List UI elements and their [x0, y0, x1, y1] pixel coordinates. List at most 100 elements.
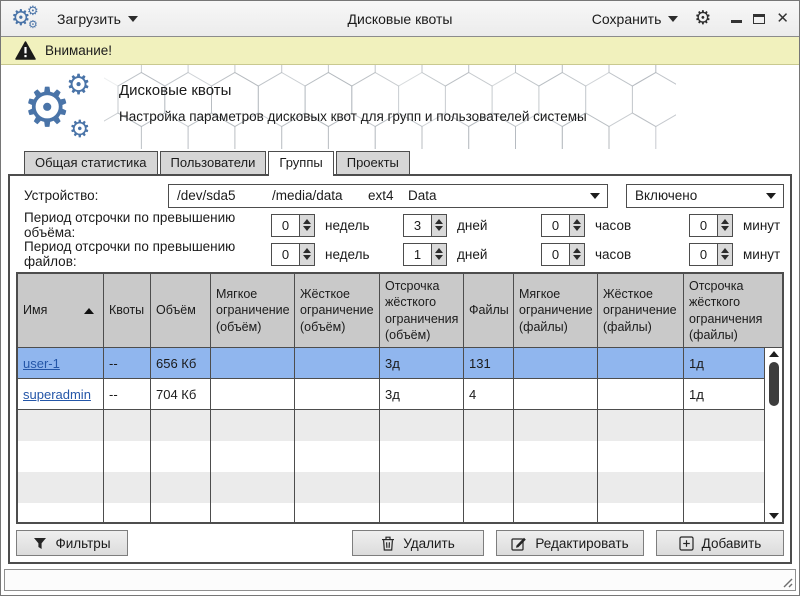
volume-hours-value[interactable]: 0 [542, 214, 569, 236]
column-header-grace-files[interactable]: Отсрочка жёсткого ограничения (файлы) [689, 279, 763, 342]
edit-button[interactable]: Редактировать [496, 530, 644, 556]
days-unit-label: дней [457, 246, 488, 262]
filters-button[interactable]: Фильтры [16, 530, 128, 556]
cell-grace-files: 1д [689, 355, 704, 371]
files-days-value[interactable]: 1 [404, 243, 431, 265]
cell-volume: 704 Кб [151, 379, 211, 409]
grace-files-row: Период отсрочки по превышению файлов: 0 … [16, 239, 784, 269]
warning-text: Внимание! [45, 43, 113, 58]
volume-days-value[interactable]: 3 [404, 214, 431, 236]
stepper-arrows[interactable] [569, 214, 584, 236]
cell-grace-volume: 3д [380, 379, 464, 409]
row-name-link[interactable]: superadmin [23, 386, 91, 402]
column-header-grace-volume[interactable]: Отсрочка жёсткого ограничения (объём) [380, 274, 464, 347]
files-weeks-value[interactable]: 0 [272, 243, 299, 265]
volume-weeks-value[interactable]: 0 [272, 214, 299, 236]
cell-soft-files [514, 379, 598, 409]
stepper-arrows[interactable] [431, 214, 446, 236]
chevron-down-icon [668, 15, 679, 22]
weeks-unit-label: недель [325, 217, 370, 233]
column-header-files[interactable]: Файлы [464, 274, 514, 347]
tab-users[interactable]: Пользователи [159, 151, 267, 174]
title-bar: ⚙ ⚙ ⚙ Загрузить Дисковые квоты Сохранить… [1, 1, 799, 37]
gear-icon: ⚙ [69, 115, 91, 143]
gear-icon: ⚙ [27, 3, 39, 19]
page-header: ⚙ ⚙ ⚙ Дисковые квоты Настройка параметро… [1, 65, 799, 149]
weeks-unit-label: недель [325, 246, 370, 262]
column-header-quotas[interactable]: Квоты [104, 274, 151, 347]
action-bar: Фильтры Удалить Редактировать [16, 530, 784, 556]
cell-hard-files [598, 379, 684, 409]
table-row[interactable]: user-1 -- 656 Кб 3д 131 1д [18, 348, 764, 379]
tab-projects[interactable]: Проекты [335, 151, 410, 174]
column-header-hard-volume[interactable]: Жёсткое ограничение (объём) [295, 274, 380, 347]
scrollbar-thumb[interactable] [768, 362, 779, 406]
delete-label: Удалить [403, 535, 455, 551]
close-button[interactable]: ✕ [776, 10, 789, 27]
cell-volume: 656 Кб [151, 348, 211, 378]
files-hours-value[interactable]: 0 [542, 243, 569, 265]
cell-grace-volume: 3д [380, 348, 464, 378]
groups-panel: Устройство: /dev/sda5 /media/data ext4 D… [8, 174, 792, 564]
column-header-hard-files[interactable]: Жёсткое ограничение (файлы) [598, 274, 684, 347]
load-menu-button[interactable]: Загрузить [57, 11, 138, 27]
warning-triangle-icon [15, 41, 36, 60]
tab-groups[interactable]: Группы [268, 151, 334, 176]
stepper-arrows[interactable] [299, 214, 314, 236]
files-hours-stepper[interactable]: 0 [541, 242, 585, 266]
save-menu-button[interactable]: Сохранить [592, 11, 679, 27]
resize-grip[interactable] [780, 575, 793, 588]
files-minutes-stepper[interactable]: 0 [689, 242, 733, 266]
minimize-button[interactable] [731, 20, 743, 23]
stepper-arrows[interactable] [431, 243, 446, 265]
stepper-arrows[interactable] [717, 243, 732, 265]
device-name: Data [408, 188, 437, 203]
days-unit-label: дней [457, 217, 488, 233]
column-header-soft-volume[interactable]: Мягкое ограничение (объём) [211, 274, 295, 347]
add-button[interactable]: Добавить [656, 530, 784, 556]
sort-asc-icon [84, 307, 94, 314]
settings-gear-icon[interactable]: ⚙ [694, 7, 712, 29]
scroll-down-icon[interactable] [768, 513, 779, 519]
stepper-arrows[interactable] [569, 243, 584, 265]
cell-soft-volume [211, 348, 295, 378]
empty-row [18, 472, 764, 503]
edit-icon [511, 537, 527, 551]
gear-icon: ⚙ [23, 76, 72, 139]
column-header-soft-files[interactable]: Мягкое ограничение (файлы) [514, 274, 598, 347]
quota-table: Имя Квоты Объём Мягкое ограничение (объё… [16, 272, 784, 524]
volume-minutes-value[interactable]: 0 [690, 214, 717, 236]
load-menu-label: Загрузить [57, 10, 121, 27]
column-header-name[interactable]: Имя [18, 274, 104, 347]
files-weeks-stepper[interactable]: 0 [271, 242, 315, 266]
device-mount: /media/data [272, 188, 343, 203]
volume-days-stepper[interactable]: 3 [403, 213, 447, 237]
maximize-button[interactable] [753, 13, 766, 24]
trash-icon [382, 536, 395, 551]
device-select[interactable]: /dev/sda5 /media/data ext4 Data [168, 183, 608, 208]
table-row[interactable]: superadmin -- 704 Кб 3д 4 1д [18, 379, 764, 410]
vertical-scrollbar[interactable] [764, 348, 782, 522]
chevron-down-icon [127, 15, 138, 22]
column-header-volume[interactable]: Объём [151, 274, 211, 347]
volume-hours-stepper[interactable]: 0 [541, 213, 585, 237]
empty-row [18, 503, 764, 522]
tab-general-stats[interactable]: Общая статистика [24, 151, 158, 174]
stepper-arrows[interactable] [717, 214, 732, 236]
delete-button[interactable]: Удалить [352, 530, 484, 556]
tab-bar: Общая статистика Пользователи Группы Про… [1, 149, 799, 176]
files-minutes-value[interactable]: 0 [690, 243, 717, 265]
volume-minutes-stepper[interactable]: 0 [689, 213, 733, 237]
stepper-arrows[interactable] [299, 243, 314, 265]
status-select[interactable]: Включено [626, 183, 784, 208]
plus-square-icon [679, 535, 694, 551]
page-title: Дисковые квоты [119, 82, 232, 99]
chevron-down-icon [590, 192, 600, 199]
files-days-stepper[interactable]: 1 [403, 242, 447, 266]
table-header: Имя Квоты Объём Мягкое ограничение (объё… [18, 274, 782, 348]
scroll-up-icon[interactable] [768, 351, 779, 357]
volume-weeks-stepper[interactable]: 0 [271, 213, 315, 237]
grace-volume-label: Период отсрочки по превышению объёма: [24, 210, 236, 240]
row-name-link[interactable]: user-1 [23, 355, 60, 371]
